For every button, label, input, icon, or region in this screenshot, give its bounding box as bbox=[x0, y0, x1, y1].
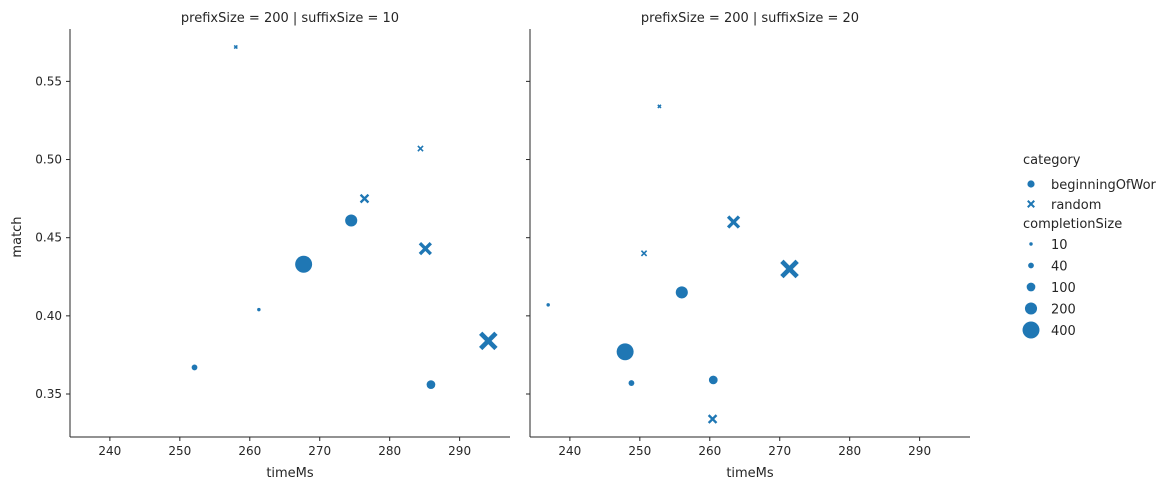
legend-title-category: category bbox=[1023, 153, 1081, 168]
data-point-random bbox=[233, 44, 238, 50]
x-tick-label: 240 bbox=[98, 444, 121, 458]
data-points bbox=[546, 104, 799, 424]
data-point-random bbox=[417, 145, 424, 152]
data-point-random bbox=[780, 259, 799, 279]
data-point-beginning-of-word bbox=[675, 286, 688, 299]
facet-title: prefixSize = 200 | suffixSize = 10 bbox=[181, 11, 399, 26]
facet-panel-suffix-10: prefixSize = 200 | suffixSize = 10 timeM… bbox=[10, 11, 510, 481]
legend-marker bbox=[1027, 200, 1035, 208]
legend-size-marker bbox=[1022, 321, 1040, 339]
axis-ticks: 240 250 260 270 280 290 bbox=[526, 80, 931, 458]
legend-label: 40 bbox=[1051, 260, 1068, 275]
data-point-random bbox=[418, 242, 432, 256]
legend-size-marker bbox=[1024, 302, 1038, 315]
data-point-random bbox=[479, 331, 498, 351]
x-tick-label: 250 bbox=[168, 444, 191, 458]
y-axis-label: match bbox=[10, 216, 25, 257]
legend-marker bbox=[1027, 180, 1035, 188]
x-axis-label: timeMs bbox=[266, 466, 314, 481]
legend-size-marker bbox=[1028, 262, 1034, 269]
y-tick-label: 0.40 bbox=[35, 309, 62, 323]
data-point-beginning-of-word bbox=[257, 307, 261, 312]
y-tick-label: 0.50 bbox=[35, 153, 62, 167]
data-point-random bbox=[359, 193, 370, 204]
axis-ticks: 240 250 260 270 280 290 0.35 0.40 0.45 0.50 0.55 bbox=[35, 74, 471, 458]
data-point-beginning-of-word bbox=[191, 364, 198, 371]
x-tick-label: 260 bbox=[238, 444, 261, 458]
legend-size-marker bbox=[1029, 242, 1033, 246]
x-tick-label: 260 bbox=[698, 444, 721, 458]
data-points bbox=[191, 44, 498, 389]
x-tick-label: 240 bbox=[558, 444, 581, 458]
legend-items: beginningOfWord random 10 40 100 200 400 bbox=[1022, 178, 1156, 339]
y-tick-label: 0.55 bbox=[35, 74, 62, 88]
data-point-beginning-of-word bbox=[345, 214, 358, 227]
legend-size-marker bbox=[1026, 282, 1036, 292]
data-point-random bbox=[657, 104, 662, 109]
data-point-random bbox=[707, 414, 718, 424]
x-tick-label: 250 bbox=[628, 444, 651, 458]
x-tick-label: 280 bbox=[378, 444, 401, 458]
data-point-beginning-of-word bbox=[546, 303, 550, 307]
data-point-beginning-of-word bbox=[426, 380, 436, 389]
legend-label: 100 bbox=[1051, 281, 1076, 296]
x-tick-label: 270 bbox=[308, 444, 331, 458]
legend-title-size: completionSize bbox=[1023, 217, 1122, 232]
legend-label: beginningOfWord bbox=[1051, 178, 1156, 193]
data-point-beginning-of-word bbox=[616, 343, 634, 361]
x-tick-label: 280 bbox=[838, 444, 861, 458]
y-tick-label: 0.35 bbox=[35, 387, 62, 401]
x-tick-label: 270 bbox=[768, 444, 791, 458]
x-tick-label: 290 bbox=[448, 444, 471, 458]
legend-label: 200 bbox=[1051, 303, 1076, 318]
legend-label: 400 bbox=[1051, 324, 1076, 339]
data-point-beginning-of-word bbox=[295, 255, 313, 273]
facet-panel-suffix-20: prefixSize = 200 | suffixSize = 20 timeM… bbox=[526, 11, 970, 481]
y-tick-label: 0.45 bbox=[35, 231, 62, 245]
data-point-random bbox=[640, 250, 648, 257]
legend-label: 10 bbox=[1051, 238, 1068, 253]
data-point-beginning-of-word bbox=[708, 375, 718, 385]
legend-label: random bbox=[1051, 198, 1101, 213]
x-axis-label: timeMs bbox=[726, 466, 774, 481]
data-point-beginning-of-word bbox=[628, 380, 635, 386]
legend: category completionSize beginningOfWord r… bbox=[1022, 153, 1156, 339]
x-tick-label: 290 bbox=[908, 444, 931, 458]
facet-title: prefixSize = 200 | suffixSize = 20 bbox=[641, 11, 859, 26]
data-point-random bbox=[726, 215, 741, 229]
